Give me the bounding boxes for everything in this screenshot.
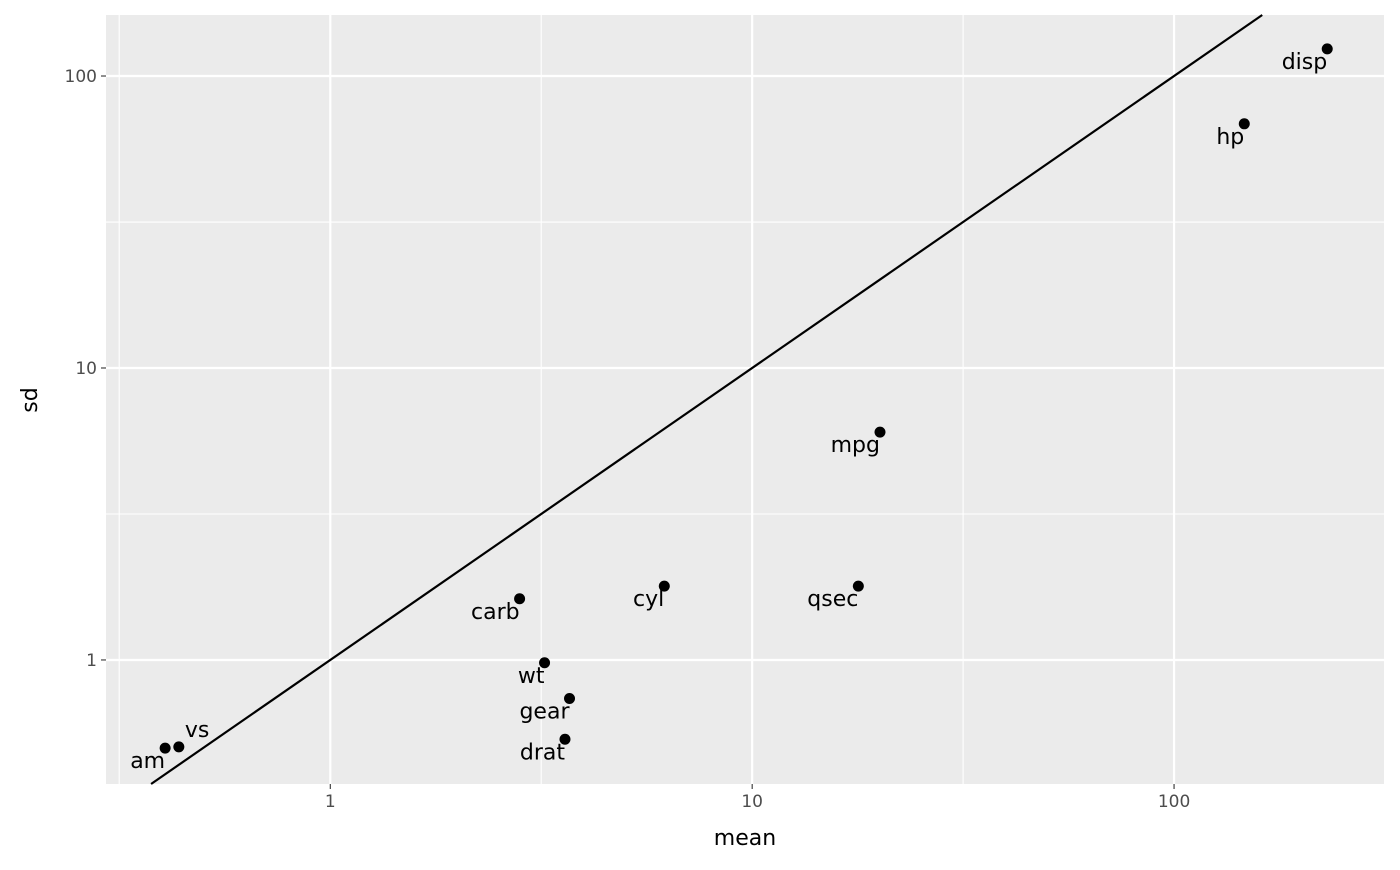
x-ticks: 1 10 100 (325, 784, 1190, 812)
y-tick-label: 100 (65, 67, 97, 87)
y-tick-label: 1 (86, 651, 97, 671)
label-wt: wt (518, 664, 545, 689)
x-tick-label: 100 (1158, 792, 1190, 812)
point-drat (559, 733, 571, 745)
y-axis-title: sd (18, 387, 43, 412)
label-cyl: cyl (633, 587, 664, 612)
label-gear: gear (519, 699, 570, 724)
label-am: am (130, 749, 165, 774)
label-disp: disp (1282, 50, 1328, 75)
y-tick-label: 10 (75, 359, 97, 379)
point-am (159, 742, 171, 754)
x-axis-title: mean (714, 826, 776, 851)
label-vs: vs (185, 718, 209, 743)
label-qsec: qsec (807, 587, 858, 612)
label-carb: carb (471, 600, 520, 625)
point-mpg (874, 426, 886, 438)
grid (106, 15, 1384, 784)
point-carb (514, 593, 526, 605)
point-disp (1321, 43, 1333, 55)
label-hp: hp (1216, 125, 1244, 150)
point-gear (564, 692, 576, 704)
point-cyl (658, 580, 670, 592)
points (159, 43, 1333, 754)
y-ticks: 1 10 100 (65, 67, 106, 671)
identity-line (150, 14, 1263, 785)
label-drat: drat (520, 740, 565, 765)
x-tick-label: 1 (325, 792, 336, 812)
x-tick-label: 10 (741, 792, 763, 812)
label-mpg: mpg (831, 433, 880, 458)
plot-panel (106, 15, 1384, 784)
point-qsec (852, 580, 864, 592)
point-vs (173, 741, 185, 753)
reference-line-group (150, 14, 1263, 785)
point-wt (539, 657, 551, 669)
point-hp (1238, 118, 1250, 130)
